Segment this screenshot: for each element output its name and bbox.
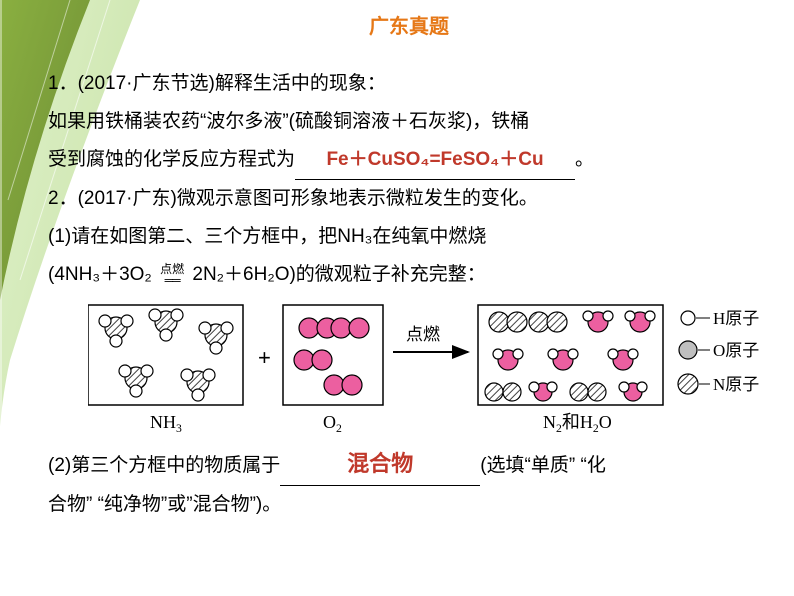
q2-sub2a: (2)第三个方框中的物质属于 <box>48 455 280 476</box>
label-nh3: NH3 <box>150 412 182 435</box>
q1-line3-text: 受到腐蚀的化学反应方程式为 <box>48 149 295 170</box>
q1-answer: Fe＋CuSO₄=FeSO₄＋Cu <box>326 149 543 170</box>
q1-period: 。 <box>575 149 594 170</box>
q2-line1: 2．(2017·广东)微观示意图可形象地表示微粒发生的变化。 <box>48 180 770 218</box>
label-o2: O2 <box>323 412 342 435</box>
reaction-diagram: NH3 + O2 点燃 <box>88 300 788 440</box>
q2-line3: (4NH₃＋3O₂ 点燃 ══ 2N₂＋6H₂O)的微观粒子补充完整： <box>48 256 770 294</box>
q1-line3: 受到腐蚀的化学反应方程式为 Fe＋CuSO₄=FeSO₄＋Cu 。 <box>48 141 770 180</box>
svg-text:N原子: N原子 <box>713 375 759 394</box>
page-title: 广东真题 <box>48 10 770 39</box>
question-2-sub2: (2)第三个方框中的物质属于 混合物 (选填“单质” “化 合物” “纯净物”或”混… <box>48 445 770 524</box>
reaction-condition: 点燃 ══ <box>157 264 187 286</box>
q2-sub2c: 合物” “纯净物”或”混合物”)。 <box>48 486 770 524</box>
q2-line3a: (4NH₃＋3O₂ <box>48 264 152 285</box>
plus-sign: + <box>258 345 271 370</box>
question-1: 1．(2017·广东节选)解释生活中的现象： 如果用铁桶装农药“波尔多液”(硫酸… <box>48 65 770 180</box>
q2-line3b: 2N₂＋6H₂O)的微观粒子补充完整： <box>192 264 485 285</box>
legend: H原子 O原子 N原子 <box>678 309 759 394</box>
arrow-label: 点燃 <box>406 325 440 344</box>
label-products: N2和H2O <box>543 412 612 435</box>
q2-answer2: 混合物 <box>347 451 413 476</box>
q2-line2: (1)请在如图第二、三个方框中，把NH₃在纯氧中燃烧 <box>48 218 770 256</box>
svg-text:H原子: H原子 <box>713 309 759 328</box>
svg-text:O原子: O原子 <box>713 341 759 360</box>
q1-line1: 1．(2017·广东节选)解释生活中的现象： <box>48 65 770 103</box>
q2-sub2b: (选填“单质” “化 <box>480 455 606 476</box>
question-2: 2．(2017·广东)微观示意图可形象地表示微粒发生的变化。 (1)请在如图第二… <box>48 180 770 294</box>
q1-line2: 如果用铁桶装农药“波尔多液”(硫酸铜溶液＋石灰浆)，铁桶 <box>48 103 770 141</box>
